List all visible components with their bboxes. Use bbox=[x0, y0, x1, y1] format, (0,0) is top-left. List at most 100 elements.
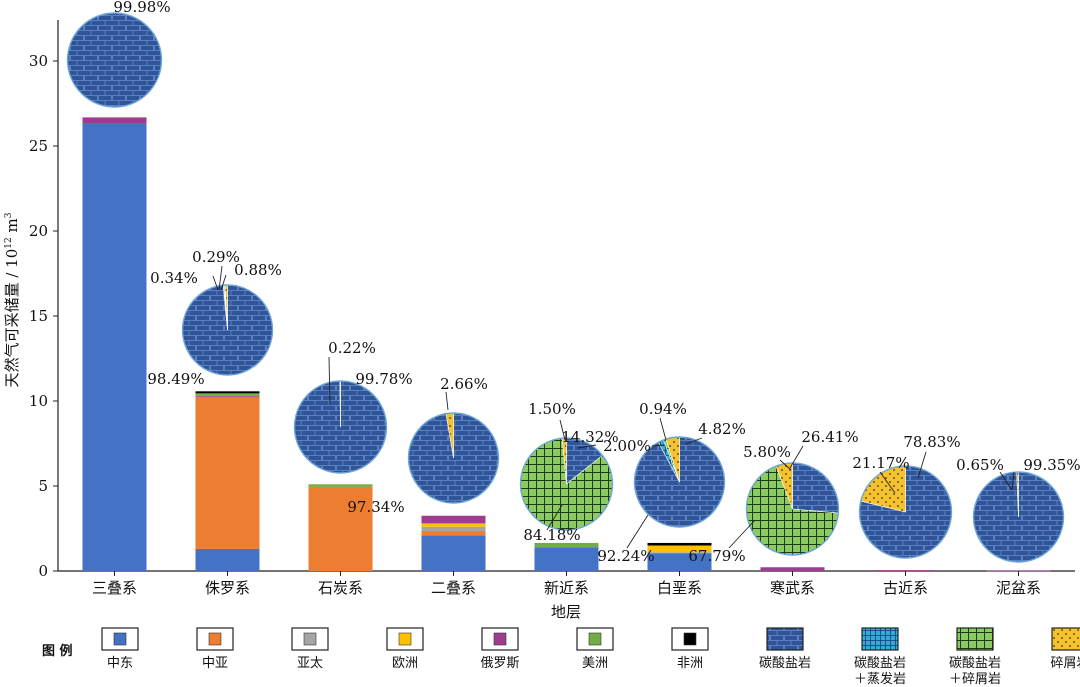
legend-swatch bbox=[493, 632, 507, 646]
leader-line bbox=[1011, 471, 1015, 491]
leader-line bbox=[999, 471, 1013, 491]
legend-item: 中东 bbox=[101, 627, 139, 671]
bar-segment bbox=[534, 542, 599, 548]
y-tick-label: 20 bbox=[29, 222, 48, 240]
leader-line bbox=[212, 275, 219, 291]
x-tick-label: 寒武系 bbox=[770, 579, 815, 597]
pie-outline bbox=[293, 380, 388, 474]
legend-label-line2: ＋碎屑岩 bbox=[949, 672, 1001, 687]
x-tick-label: 石炭系 bbox=[318, 579, 363, 597]
legend-title: 图 例 bbox=[42, 643, 73, 659]
pie-pct-label: 84.18% bbox=[523, 526, 580, 544]
legend-label: 俄罗斯 bbox=[480, 656, 519, 671]
pie-pct-label: 98.49% bbox=[147, 370, 204, 388]
pie-outline bbox=[858, 465, 953, 559]
legend-swatch bbox=[588, 632, 602, 646]
bar-segment bbox=[421, 535, 486, 571]
leader-line bbox=[879, 471, 896, 494]
bar-segment bbox=[195, 391, 260, 394]
pie-pct-label: 2.66% bbox=[440, 375, 488, 393]
leader-line bbox=[559, 419, 566, 441]
pie-pct-label: 0.65% bbox=[956, 456, 1004, 474]
legend-swatch bbox=[956, 627, 994, 651]
pie-pct-label: 1.50% bbox=[528, 400, 576, 418]
legend-swatch bbox=[303, 632, 317, 646]
leader-line bbox=[685, 437, 703, 445]
leader-line bbox=[651, 444, 665, 447]
bar-segment bbox=[195, 395, 260, 397]
bar-segment bbox=[873, 570, 938, 571]
pie-outline bbox=[972, 471, 1065, 563]
pie-pct-label: 21.17% bbox=[852, 454, 909, 472]
legend-swatch bbox=[1051, 627, 1080, 651]
leader-line bbox=[220, 274, 227, 291]
pie-outline bbox=[407, 412, 500, 504]
leader-line bbox=[728, 519, 756, 549]
legend-item: 美洲 bbox=[576, 627, 614, 671]
legend-label: 中东 bbox=[107, 656, 133, 671]
pie-pct-label: 78.83% bbox=[903, 433, 960, 451]
bar-segment bbox=[421, 526, 486, 532]
pie-slice bbox=[792, 462, 839, 514]
legend-label: 亚太 bbox=[297, 656, 323, 671]
y-axis-label: 天然气可采储量 / 1012 m3 bbox=[3, 212, 21, 387]
labels-layer: 99.98% 98.49% 0.34% 0.29%0.88% 99.78% 0.22% 97… bbox=[113, 0, 1080, 565]
bar-segment bbox=[647, 553, 712, 571]
bar-segment bbox=[421, 531, 486, 536]
axes: 0 5 10 15 20 25 30 三叠系 侏罗系 石炭系 二叠系 新近系 白垩系 寒武系 古近系 泥盆系 bbox=[29, 20, 1075, 597]
legend-label: 欧洲 bbox=[392, 656, 418, 671]
pie-pct-label: 0.94% bbox=[639, 400, 687, 418]
pie-outline bbox=[519, 437, 614, 531]
legend-item: 欧洲 bbox=[386, 627, 424, 671]
bar-segment bbox=[195, 548, 260, 571]
pie-pct-label: 97.34% bbox=[347, 498, 404, 516]
pie-pct-label: 4.82% bbox=[698, 420, 746, 438]
legend-item: 碎屑岩 bbox=[1050, 627, 1080, 671]
legend-swatch bbox=[113, 632, 127, 646]
pie-pct-label: 14.32% bbox=[561, 428, 618, 446]
x-tick-label: 三叠系 bbox=[92, 579, 137, 597]
legend-label: 碳酸盐岩 bbox=[759, 656, 811, 671]
pie-4 bbox=[407, 412, 500, 504]
pie-5 bbox=[519, 437, 614, 531]
leader-line bbox=[626, 514, 649, 549]
leader-line bbox=[445, 391, 449, 411]
pie-pct-label: 99.98% bbox=[113, 0, 170, 16]
leader-line bbox=[328, 356, 331, 406]
pie-pct-label: 2.00% bbox=[603, 437, 651, 455]
x-tick-label: 泥盆系 bbox=[996, 579, 1041, 597]
pie-pct-label: 99.35% bbox=[1023, 456, 1080, 474]
leader-line bbox=[917, 451, 927, 479]
legend-swatch bbox=[208, 632, 222, 646]
x-axis-label: 地层 bbox=[551, 603, 581, 621]
y-tick-label: 30 bbox=[29, 52, 48, 70]
pie-pct-label: 5.80% bbox=[743, 443, 791, 461]
bar-segment bbox=[82, 117, 147, 124]
legend-item: 碳酸盐岩＋蒸发岩 bbox=[854, 627, 906, 687]
pie-8 bbox=[858, 465, 953, 559]
legend: 图 例 中东 中亚 亚太 欧洲 俄罗斯 美洲 非洲 碳酸盐岩 碳酸盐岩＋蒸发岩碳酸盐岩＋碎屑岩碎… bbox=[42, 627, 1080, 687]
bar-segment bbox=[421, 515, 486, 524]
pie-slice bbox=[66, 12, 163, 108]
bar-segment bbox=[195, 393, 260, 396]
pie-6 bbox=[633, 436, 726, 528]
pie-pct-label: 99.78% bbox=[355, 370, 412, 388]
pie-2 bbox=[181, 284, 274, 376]
legend-item: 碳酸盐岩 bbox=[759, 627, 811, 671]
legend-label: 碳酸盐岩 bbox=[949, 656, 1001, 671]
pie-outline bbox=[181, 284, 274, 376]
y-tick-label: 15 bbox=[29, 307, 48, 325]
x-tick-label: 白垩系 bbox=[657, 579, 702, 597]
bar-segment bbox=[986, 570, 1051, 572]
pie-pct-label: 0.88% bbox=[234, 261, 282, 279]
y-tick-label: 10 bbox=[29, 392, 48, 410]
bars-layer bbox=[82, 117, 1051, 572]
pies-layer bbox=[66, 12, 1065, 563]
pie-9 bbox=[972, 471, 1065, 563]
bar-segment bbox=[534, 547, 599, 571]
pie-3 bbox=[293, 380, 388, 474]
bar-segment bbox=[195, 396, 260, 549]
legend-item: 碳酸盐岩＋碎屑岩 bbox=[949, 627, 1001, 687]
bar-segment bbox=[760, 567, 825, 571]
